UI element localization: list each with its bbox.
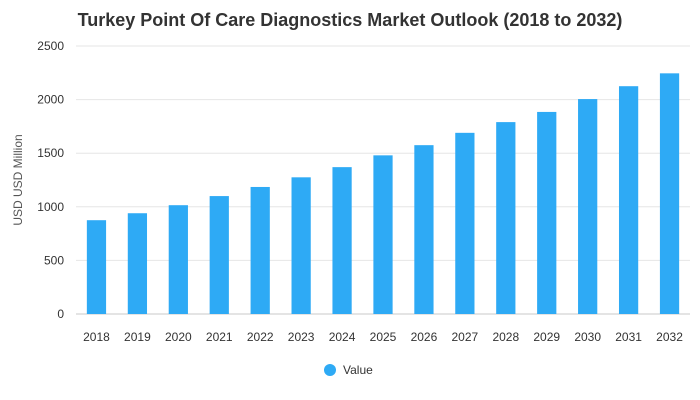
y-tick-label: 500 <box>44 253 64 267</box>
y-tick-label: 0 <box>57 307 64 321</box>
chart-title: Turkey Point Of Care Diagnostics Market … <box>77 10 623 30</box>
x-tick-label-2020: 2020 <box>165 330 192 344</box>
x-tick-label-2026: 2026 <box>411 330 438 344</box>
bar-2019[interactable] <box>127 213 148 314</box>
bar-2025[interactable] <box>373 155 393 314</box>
bar-2026[interactable] <box>414 145 434 314</box>
x-tick-label-2027: 2027 <box>452 330 479 344</box>
x-tick-label-2022: 2022 <box>247 330 274 344</box>
y-axis-title: USD USD Million <box>11 134 25 225</box>
y-tick-label: 1000 <box>37 200 64 214</box>
bar-2020[interactable] <box>168 205 188 314</box>
x-tick-label-2018: 2018 <box>83 330 110 344</box>
bar-2032[interactable] <box>659 73 680 314</box>
bar-2029[interactable] <box>537 111 557 314</box>
bar-2024[interactable] <box>332 167 352 314</box>
y-tick-label: 2500 <box>37 39 64 53</box>
x-tick-label-2025: 2025 <box>370 330 397 344</box>
x-tick-label-2029: 2029 <box>533 330 560 344</box>
legend-label-value: Value <box>343 363 373 377</box>
y-tick-label: 2000 <box>37 93 64 107</box>
legend-swatch-value <box>324 364 336 376</box>
x-tick-label-2028: 2028 <box>492 330 519 344</box>
y-tick-label: 1500 <box>37 146 64 160</box>
bars <box>86 73 680 315</box>
y-axis-ticks: 0 500 1000 1500 2000 2500 <box>37 39 64 321</box>
x-tick-label-2021: 2021 <box>206 330 233 344</box>
x-axis-ticks: 2018 2019 2020 2021 2022 2023 2024 2025 2026 2027… <box>83 330 683 344</box>
x-tick-label-2031: 2031 <box>615 330 642 344</box>
bar-2018[interactable] <box>86 220 107 314</box>
bar-2022[interactable] <box>250 186 270 314</box>
x-tick-label-2023: 2023 <box>288 330 315 344</box>
bar-2027[interactable] <box>455 132 475 314</box>
x-tick-label-2024: 2024 <box>329 330 356 344</box>
bar-2023[interactable] <box>291 177 311 314</box>
bar-2031[interactable] <box>618 86 639 314</box>
legend[interactable]: Value <box>324 363 373 377</box>
bar-2021[interactable] <box>209 196 229 314</box>
bar-2028[interactable] <box>496 122 516 314</box>
x-tick-label-2032: 2032 <box>656 330 683 344</box>
bar-2030[interactable] <box>578 99 598 315</box>
x-tick-label-2019: 2019 <box>124 330 151 344</box>
x-tick-label-2030: 2030 <box>574 330 601 344</box>
